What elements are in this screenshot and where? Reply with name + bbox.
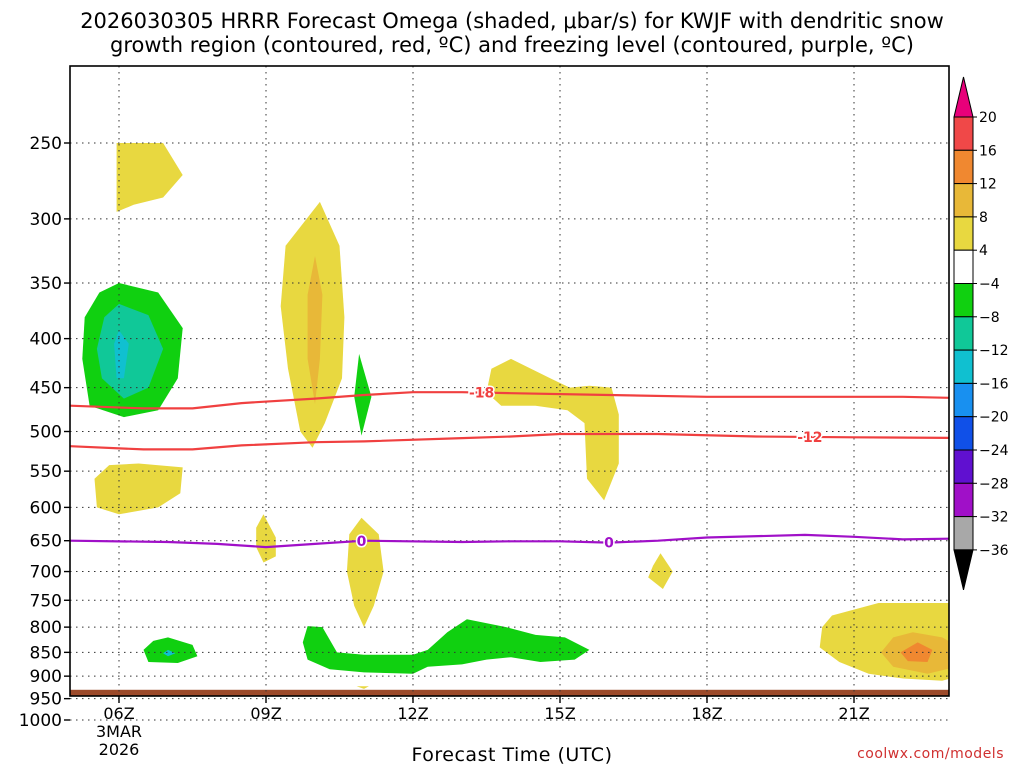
omega-yellow-left-mid <box>94 463 183 515</box>
ytick-label-1000: 1000 <box>19 711 62 731</box>
chart-title-line-1: 2026030305 HRRR Forecast Omega (shaded, … <box>80 9 944 33</box>
ytick-label-750: 750 <box>30 591 62 611</box>
omega-yellow-09z-small <box>256 514 276 563</box>
ytick-label-550: 550 <box>30 462 62 482</box>
omega-cyan-upper-left <box>114 330 129 379</box>
freezing-level-label-1: 0 <box>604 536 614 552</box>
colorbar-segment-9 <box>953 382 974 418</box>
ytick-label-800: 800 <box>30 618 62 638</box>
credit-link[interactable]: coolwx.com/models <box>857 746 1004 762</box>
x-axis-label: Forecast Time (UTC) <box>411 744 613 766</box>
xtick-label-9: 09Z <box>250 704 281 723</box>
xtick-label-6: 06Z <box>103 704 134 723</box>
dgz-top-line <box>70 391 949 410</box>
colorbar-label-5: −4 <box>979 277 1000 293</box>
colorbar-segment-4 <box>953 216 974 251</box>
colorbar-segment-8 <box>953 349 974 384</box>
ytick-label-950: 950 <box>30 690 62 710</box>
freezing-level-line <box>70 533 949 549</box>
omega-yellow-11z-mid <box>346 517 384 628</box>
colorbar-label-4: 4 <box>979 243 988 259</box>
omega-green-low-middle <box>302 619 590 674</box>
colorbar-segment-10 <box>953 416 974 451</box>
colorbar-top-arrow <box>953 76 974 118</box>
ground <box>70 689 949 696</box>
plot-frame <box>69 65 950 697</box>
omega-cyan-left-low <box>163 649 176 657</box>
colorbar-label-12: −32 <box>979 510 1009 526</box>
ytick-label-450: 450 <box>30 379 62 399</box>
xtick-label-21: 21Z <box>838 704 869 723</box>
freezing-level-label-0: 0 <box>357 534 367 550</box>
xtick-label-15: 15Z <box>544 704 575 723</box>
colorbar-label-0: 20 <box>979 110 997 126</box>
colorbar-segment-6 <box>953 283 974 318</box>
colorbar-segment-5 <box>953 249 974 284</box>
colorbar-label-6: −8 <box>979 310 1000 326</box>
date-label-year: 2026 <box>99 740 140 759</box>
dgz-bottom-line <box>70 432 949 451</box>
chart-title-line-2: growth region (contoured, red, ºC) and f… <box>110 33 914 57</box>
colorbar-segment-7 <box>953 316 974 351</box>
colorbar-label-2: 12 <box>979 177 997 193</box>
ytick-label-300: 300 <box>30 210 62 230</box>
ytick-label-850: 850 <box>30 643 62 663</box>
colorbar-label-7: −12 <box>979 343 1009 359</box>
omega-orange-09z-upper <box>307 256 323 404</box>
colorbar-label-11: −28 <box>979 476 1009 492</box>
date-label-month: 3MAR <box>96 722 142 741</box>
ytick-label-650: 650 <box>30 532 62 552</box>
colorbar-segment-12 <box>953 482 974 518</box>
colorbar-segment-1 <box>953 116 974 151</box>
omega-teal-upper-left <box>96 303 164 399</box>
colorbar-label-1: 16 <box>979 143 997 159</box>
dgz-top-label-0: -18 <box>469 386 494 402</box>
colorbar-segment-13 <box>953 516 974 551</box>
ytick-label-900: 900 <box>30 667 62 687</box>
colorbar-label-3: 8 <box>979 210 988 226</box>
xtick-label-12: 12Z <box>397 704 428 723</box>
ytick-label-350: 350 <box>30 274 62 294</box>
colorbar-label-8: −16 <box>979 376 1009 392</box>
xtick-label-18: 18Z <box>691 704 722 723</box>
colorbar-segment-3 <box>953 183 974 218</box>
colorbar-bottom-arrow <box>953 549 974 591</box>
omega-yellow-upper-left <box>116 143 183 212</box>
ytick-label-400: 400 <box>30 330 62 350</box>
dgz-bottom-label-0: -12 <box>797 430 822 446</box>
omega-yellow-17z <box>648 553 673 589</box>
ytick-label-500: 500 <box>30 423 62 443</box>
colorbar-segment-11 <box>953 449 974 484</box>
omega-green-left-low <box>143 637 198 663</box>
colorbar-label-9: −20 <box>979 410 1009 426</box>
colorbar-label-13: −36 <box>979 543 1009 559</box>
colorbar-segment-2 <box>953 149 974 185</box>
ytick-label-700: 700 <box>30 563 62 583</box>
colorbar-label-10: −24 <box>979 443 1009 459</box>
ytick-label-250: 250 <box>30 134 62 154</box>
ytick-label-600: 600 <box>30 498 62 518</box>
omega-yellow-tiny-11z <box>356 686 369 689</box>
